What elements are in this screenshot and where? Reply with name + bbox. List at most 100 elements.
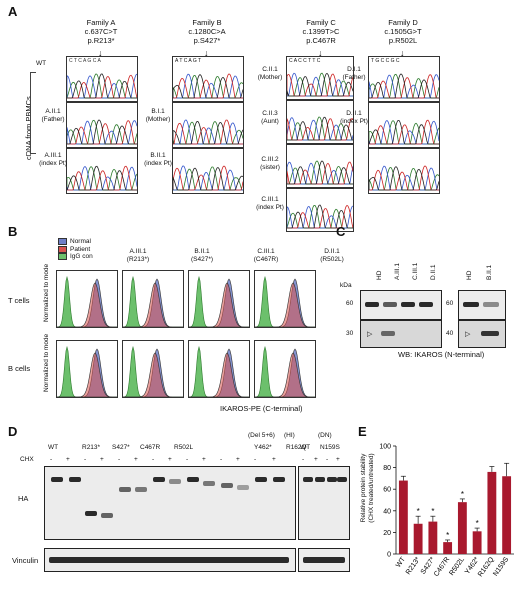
mutant-label: R213* (82, 444, 101, 451)
bar (413, 523, 423, 554)
person-id: D.II.1 (346, 110, 362, 117)
flow-col-d: D.II.1 (R502L) (312, 248, 352, 263)
person-id: C.III.2 (261, 156, 279, 163)
x-tick-label: WT (395, 556, 407, 570)
chx-sign: - (118, 456, 121, 463)
family-protein: p.C467R (306, 36, 336, 45)
chx-sign: - (302, 456, 305, 463)
chromatogram-c-mother (286, 100, 354, 144)
wb-c-top-right (458, 290, 506, 320)
histogram-t-d (254, 270, 316, 328)
histogram-b-c (188, 340, 250, 398)
person-id: C.II.3 (262, 110, 278, 117)
chx-sign: + (236, 456, 240, 463)
y-tick-label: 60 (383, 487, 391, 494)
chromatogram-c-aunt (286, 144, 354, 188)
x-tick-label: N159S (492, 556, 510, 578)
lane-label: C.III.1 (412, 262, 419, 280)
chromatogram-b-wt: A T C A G T (172, 56, 244, 102)
histogram-t-b (122, 270, 184, 328)
legend-swatch (58, 253, 67, 261)
seq-text: A T C A G T (175, 58, 202, 64)
lane-label: HD (376, 270, 383, 280)
ha-label: HA (18, 494, 29, 503)
arrow-down-icon: ↓ (98, 48, 103, 58)
chromatogram-b-index (172, 148, 244, 194)
label-c-index: C.III.1 (index Pt) (252, 196, 288, 211)
legend-label: Patient (70, 245, 91, 253)
col-mut: (S427*) (190, 255, 214, 263)
chx-sign: - (254, 456, 257, 463)
arrow-down-icon: ↓ (318, 48, 323, 58)
legend-label: IgG con (70, 253, 93, 260)
chx-sign: + (168, 456, 172, 463)
chx-sign: - (84, 456, 87, 463)
seq-text: C A C C T T C (289, 58, 321, 64)
y-tick-label: 20 (383, 530, 391, 537)
wb-d-ha-right (298, 466, 350, 540)
person-role: (index Pt) (256, 203, 284, 211)
x-tick-label: C467R (433, 556, 451, 578)
bar (457, 502, 467, 554)
chx-sign: + (100, 456, 104, 463)
person-role: (Father) (41, 115, 65, 123)
seq-text: T G C C G C (371, 58, 400, 64)
chromatogram-c-wt: C A C C T T C (286, 56, 354, 100)
chx-sign: + (336, 456, 340, 463)
flow-col-a: A.III.1 (R213*) (118, 248, 158, 263)
person-role: (Mother) (145, 115, 171, 123)
annot-hi: (HI) (284, 432, 295, 439)
mutant-label: S427* (112, 444, 130, 451)
side-bracket (30, 72, 36, 154)
annot-dn: (DN) (318, 432, 332, 439)
sig-star: * (431, 507, 434, 516)
wb-c-top-left (360, 290, 442, 320)
chx-sign: - (152, 456, 155, 463)
row-label-t: T cells (8, 296, 30, 305)
family-protein: p.R502L (388, 36, 418, 45)
label-c-sister: C.III.2 (sister) (252, 156, 288, 171)
family-name: Family A (86, 18, 116, 27)
mutant-label-wt2: WT (300, 444, 311, 451)
wb-c-bottom-left: ▷ (360, 320, 442, 348)
person-id: B.I.1 (151, 108, 165, 115)
bar (443, 542, 453, 554)
ylabel-line1: Relative protein stability (360, 453, 367, 523)
chromatogram-d-father (368, 102, 440, 148)
sig-star: * (476, 519, 479, 528)
chx-sign: + (134, 456, 138, 463)
bar (428, 521, 438, 554)
family-a-header: Family A c.637C>T p.R213* (66, 18, 136, 45)
lane-label: A.III.1 (394, 263, 401, 280)
wb-c-bottom-right: ▷ (458, 320, 506, 348)
person-role: (Aunt) (261, 117, 279, 125)
label-a-index: A.III.1 (index Pt) (36, 152, 70, 167)
person-id: A.II.1 (45, 108, 61, 115)
wb-d-vinculin-main (44, 548, 296, 572)
histogram-b-b (122, 340, 184, 398)
family-cdna: c.1399T>C (302, 27, 340, 36)
mutant-label: R162Q (286, 444, 307, 451)
chromatogram-b-mother (172, 102, 244, 148)
person-id: B.II.1 (150, 152, 166, 159)
label-c-aunt: C.II.3 (Aunt) (252, 110, 288, 125)
wt-label: WT (36, 60, 47, 67)
chromatogram-a-father (66, 102, 138, 148)
family-cdna: c.1505G>T (384, 27, 422, 36)
mutant-label-n159s: N159S (320, 444, 340, 451)
x-tick-label: R213* (405, 556, 422, 576)
wb-caption: WB: IKAROS (N-terminal) (398, 350, 485, 359)
person-role: (index Pt) (340, 117, 368, 125)
seq-text: C T C A G C A (69, 58, 101, 64)
wb-d-vinculin-right (298, 548, 350, 572)
person-id: D.I.1 (347, 66, 361, 73)
panel-c-letter: C (336, 224, 346, 239)
person-id: C.II.1 (262, 66, 278, 73)
panel-e-letter: E (358, 424, 367, 439)
family-protein: p.R213* (87, 36, 115, 45)
chromatogram-c-sister (286, 188, 354, 232)
chromatogram-d-wt: T G C C G C (368, 56, 440, 102)
bar (502, 476, 512, 554)
bar (472, 531, 482, 554)
marker-30: 30 (346, 330, 354, 337)
